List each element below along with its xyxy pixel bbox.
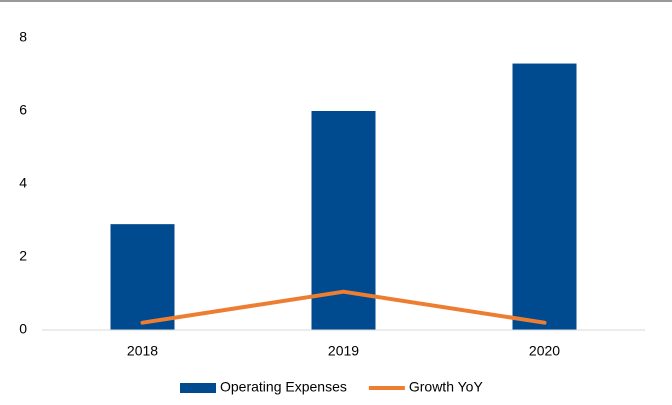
bar <box>110 224 175 330</box>
y-tick-label: 6 <box>19 102 27 118</box>
y-tick-label: 2 <box>19 248 27 264</box>
x-tick-label: 2019 <box>328 343 359 359</box>
bar <box>512 63 577 331</box>
legend-label: Operating Expenses <box>220 379 347 395</box>
x-tick-label: 2020 <box>529 343 560 359</box>
x-tick-label: 2018 <box>127 343 158 359</box>
legend-label: Growth YoY <box>409 379 484 395</box>
y-tick-label: 0 <box>19 321 27 337</box>
y-tick-label: 4 <box>19 175 27 191</box>
y-tick-label: 8 <box>19 29 27 45</box>
line <box>140 289 547 325</box>
legend-swatch <box>180 383 216 393</box>
